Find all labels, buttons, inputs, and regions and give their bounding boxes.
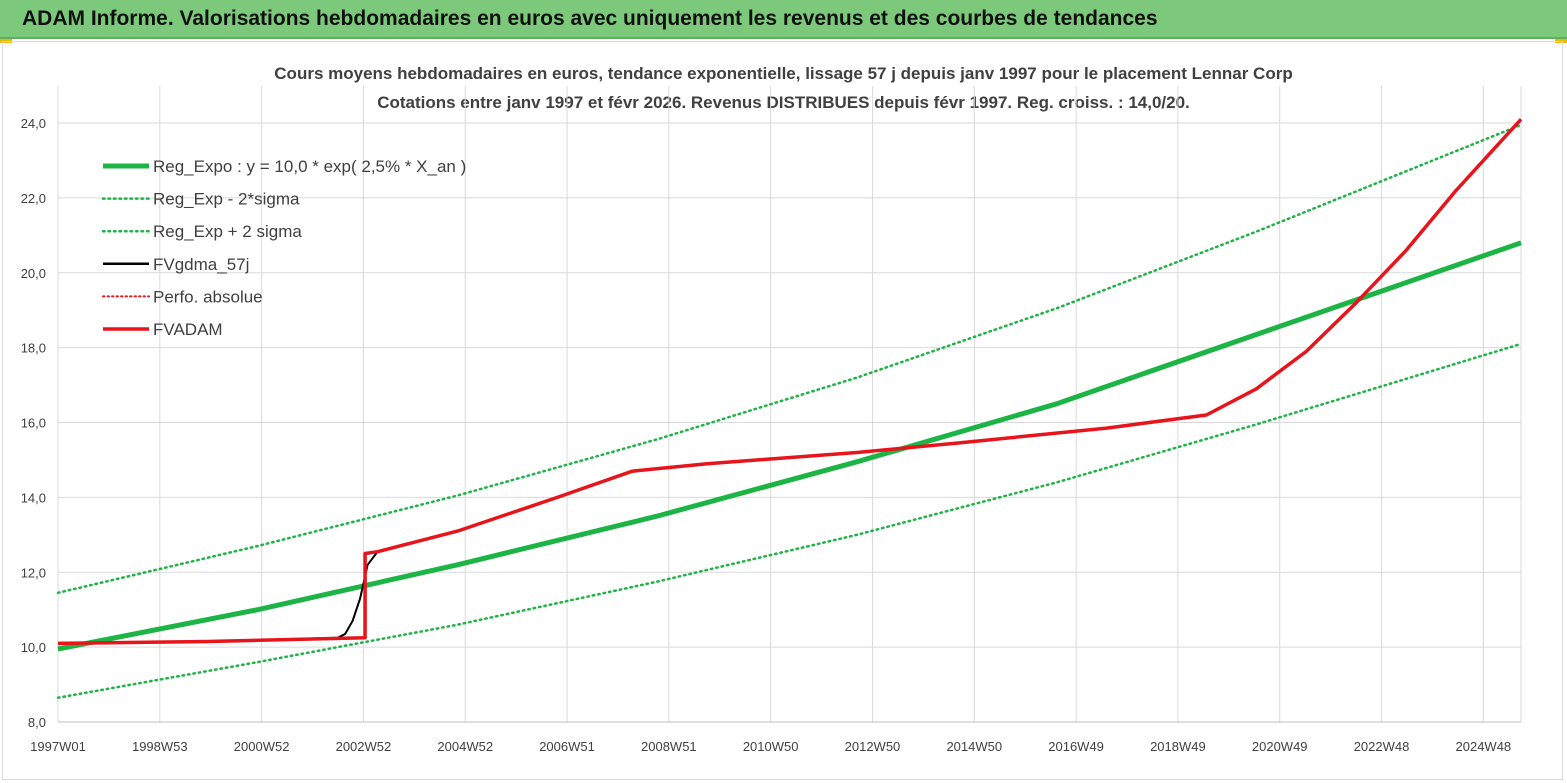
x-tick-label: 2016W49	[1048, 739, 1104, 754]
chart-title-line1: Cours moyens hebdomadaires en euros, ten…	[274, 64, 1293, 83]
y-tick-label: 10,0	[21, 640, 46, 655]
chart-title-line2: Cotations entre janv 1997 et févr 2026. …	[377, 93, 1190, 112]
x-tick-label: 2006W51	[539, 739, 595, 754]
x-tick-label: 2010W50	[743, 739, 799, 754]
series-line-1	[56, 342, 1523, 699]
y-tick-label: 22,0	[21, 191, 46, 206]
legend-label: Reg_Exp - 2*sigma	[153, 190, 300, 209]
y-tick-label: 24,0	[21, 116, 46, 131]
series-line-4	[57, 118, 1523, 646]
x-tick-label: 2008W51	[641, 739, 697, 754]
legend-label: Reg_Exp + 2 sigma	[153, 222, 302, 241]
x-tick-label: 1998W53	[132, 739, 188, 754]
x-tick-label: 2024W48	[1456, 739, 1512, 754]
y-tick-label: 16,0	[21, 416, 46, 431]
legend-label: FVgdma_57j	[153, 255, 249, 274]
legend-label: FVADAM	[153, 320, 223, 339]
y-tick-label: 14,0	[21, 490, 46, 505]
y-tick-label: 12,0	[21, 565, 46, 580]
legend-label: Perfo. absolue	[153, 287, 263, 306]
x-tick-label: 2004W52	[437, 739, 493, 754]
x-tick-label: 2012W50	[845, 739, 901, 754]
report-banner: ADAM Informe. Valorisations hebdomadaire…	[0, 0, 1567, 39]
legend-label: Reg_Expo : y = 10,0 * exp( 2,5% * X_an )	[153, 157, 466, 176]
x-tick-label: 2022W48	[1354, 739, 1410, 754]
x-tick-label: 2000W52	[234, 739, 290, 754]
series-line-0	[57, 240, 1522, 652]
x-tick-label: 2020W49	[1252, 739, 1308, 754]
chart-frame	[2, 41, 1563, 780]
x-tick-label: 2014W50	[946, 739, 1002, 754]
y-tick-label: 8,0	[28, 715, 46, 730]
series-line-2	[56, 123, 1523, 595]
y-tick-label: 18,0	[21, 341, 46, 356]
x-tick-label: 2018W49	[1150, 739, 1206, 754]
report-title: ADAM Informe. Valorisations hebdomadaire…	[22, 7, 1158, 30]
x-tick-label: 2002W52	[336, 739, 392, 754]
y-tick-label: 20,0	[21, 266, 46, 281]
x-tick-label: 1997W01	[30, 739, 86, 754]
